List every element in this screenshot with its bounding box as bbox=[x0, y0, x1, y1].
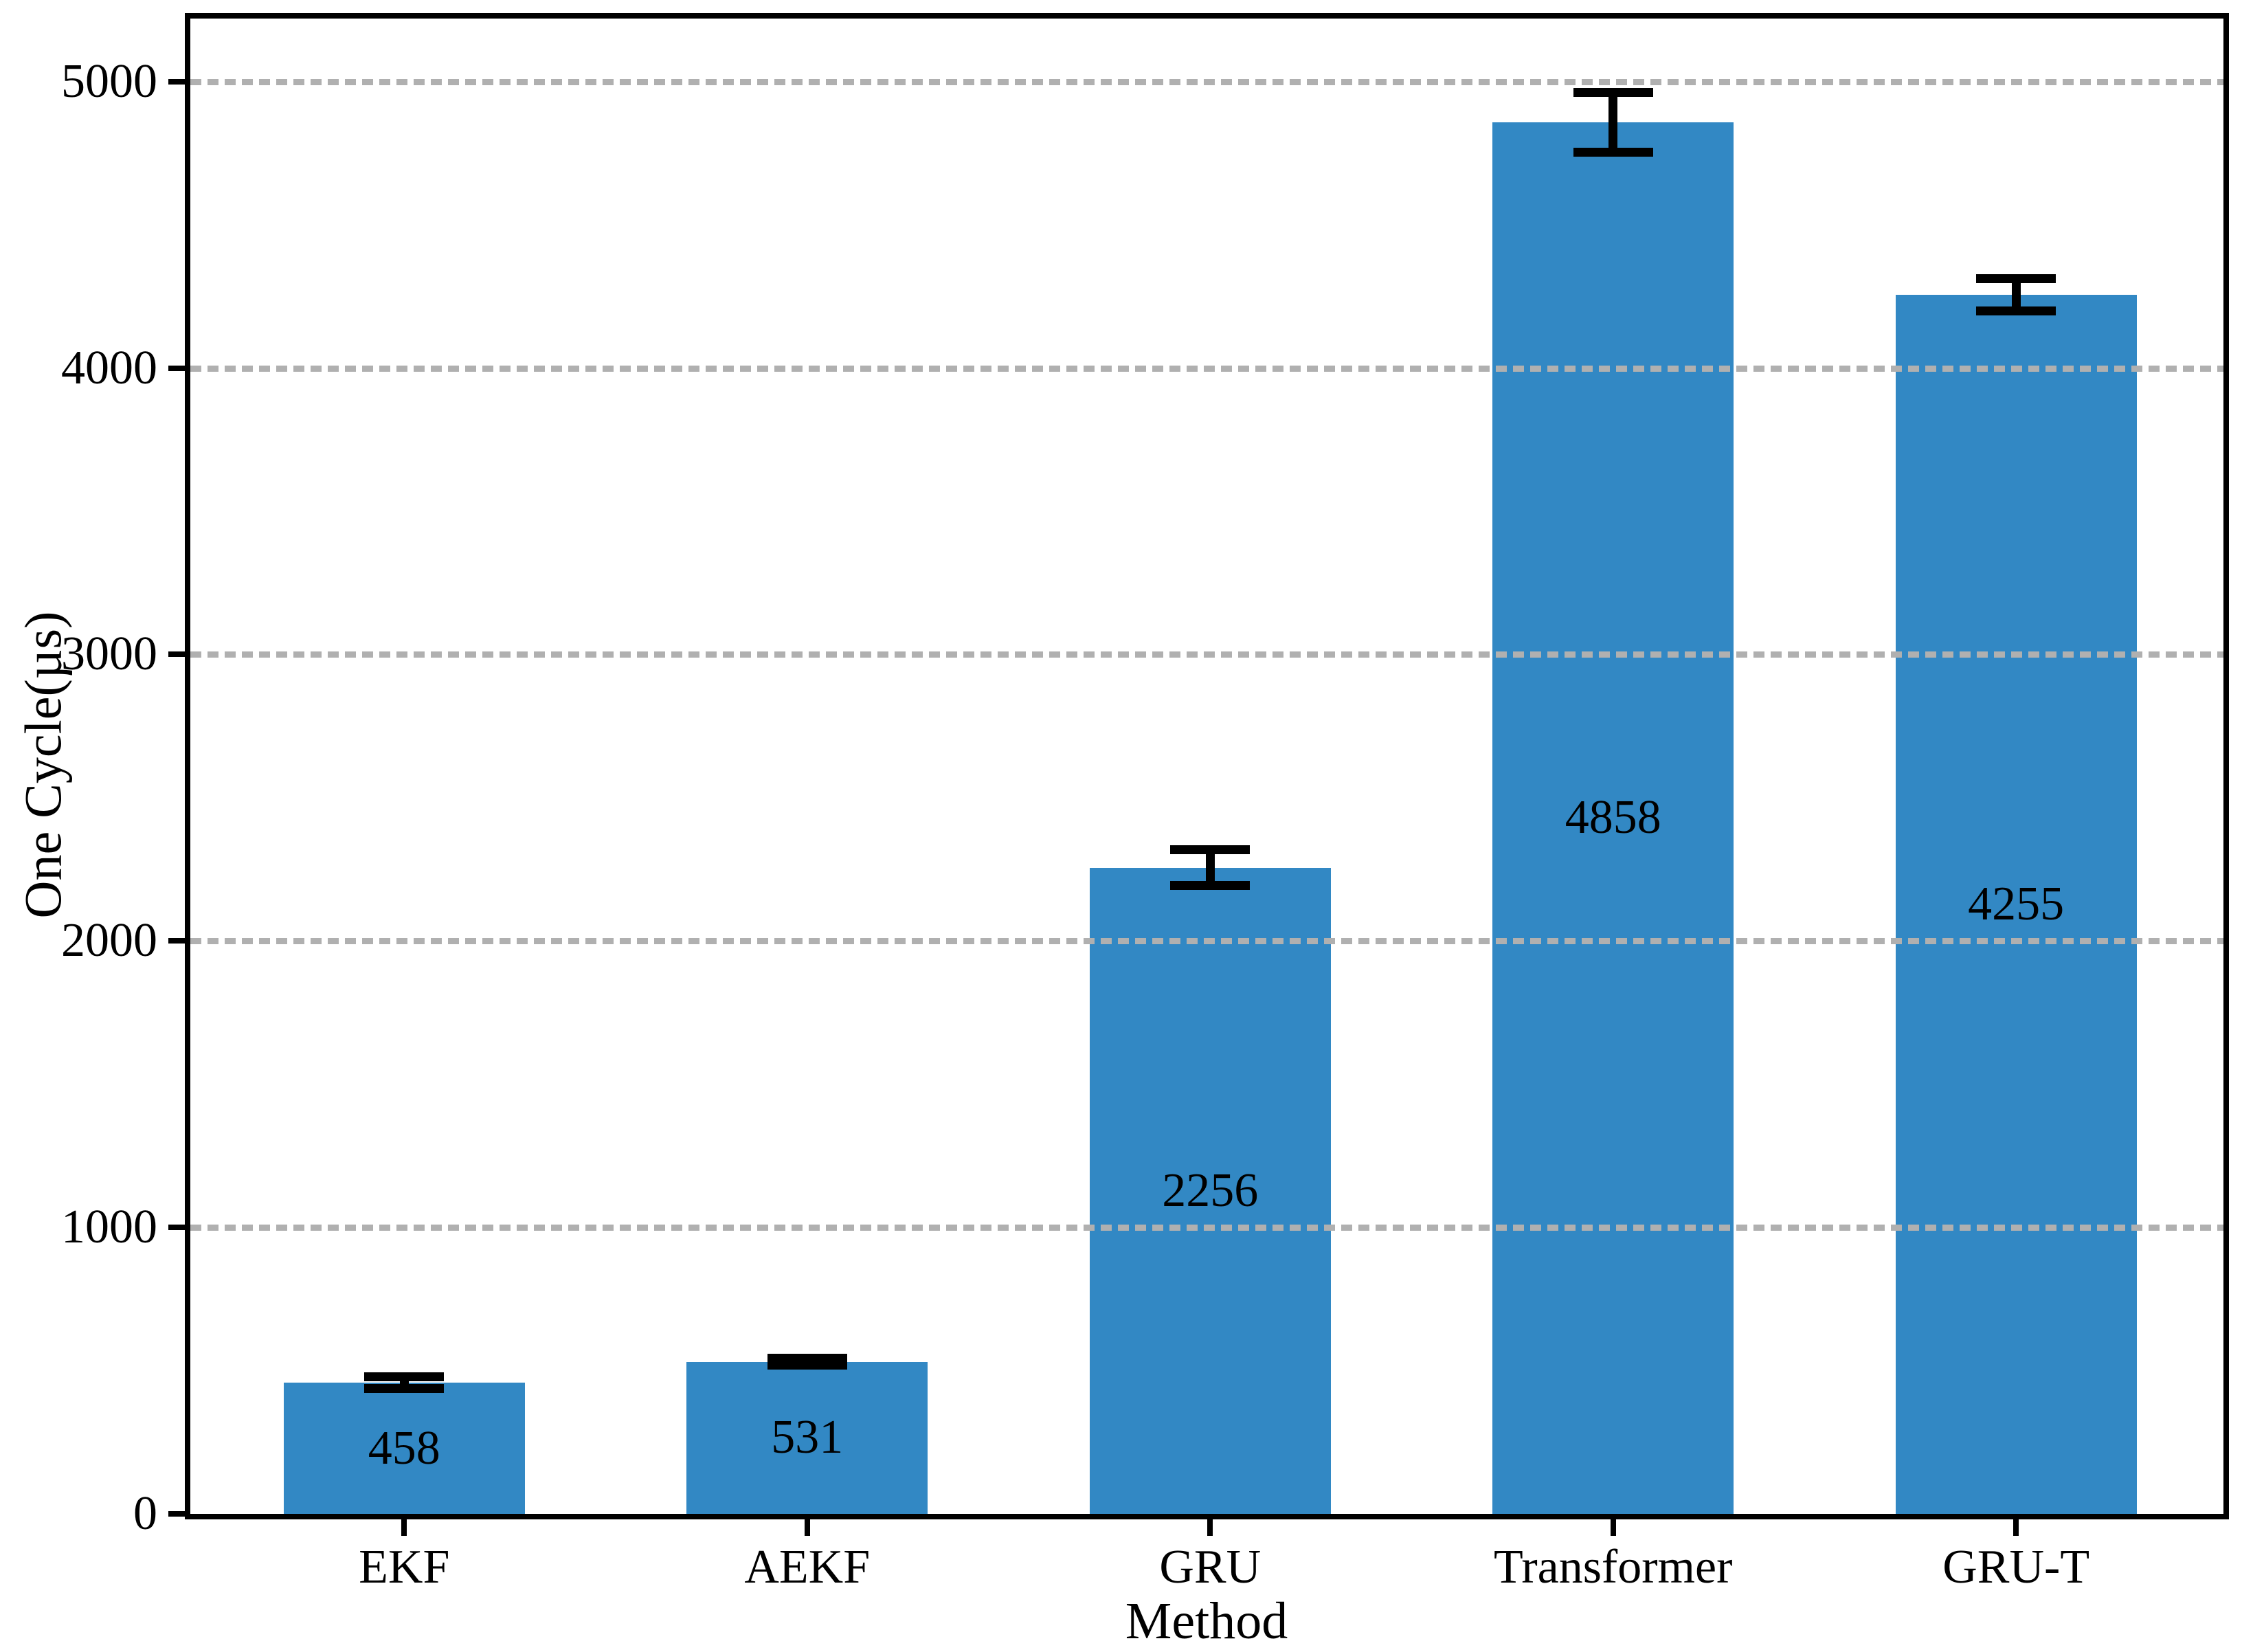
error-bar-cap bbox=[1170, 880, 1251, 890]
gridline-5000 bbox=[190, 78, 2223, 85]
error-bar-cap bbox=[1573, 87, 1653, 97]
x-tick-label-transformer: Transformer bbox=[1494, 1541, 1733, 1594]
bar-transformer bbox=[1492, 122, 1734, 1514]
x-axis-label: Method bbox=[1125, 1592, 1288, 1650]
bar-value-label: 4858 bbox=[1565, 791, 1661, 845]
bar-gru bbox=[1089, 867, 1331, 1514]
x-tick-label-aekf: AEKF bbox=[744, 1541, 871, 1594]
bar-value-label: 2256 bbox=[1162, 1163, 1259, 1217]
y-tick-label: 4000 bbox=[61, 341, 157, 394]
x-tick-label-gru: GRU bbox=[1159, 1541, 1262, 1594]
y-tick-mark bbox=[168, 365, 185, 371]
error-bar-cap bbox=[767, 1361, 847, 1370]
x-tick-label-ekf: EKF bbox=[359, 1541, 450, 1594]
error-bar-line bbox=[1608, 92, 1618, 153]
error-bar-cap bbox=[364, 1372, 445, 1382]
error-bar-cap bbox=[1976, 274, 2056, 284]
y-tick-label: 0 bbox=[133, 1487, 157, 1540]
gridline-3000 bbox=[190, 651, 2223, 658]
error-bar-cap bbox=[1976, 306, 2056, 316]
x-tick-mark bbox=[804, 1519, 810, 1536]
y-tick-mark bbox=[168, 938, 185, 944]
x-tick-mark bbox=[1207, 1519, 1213, 1536]
y-tick-label: 2000 bbox=[61, 914, 157, 968]
gridline-2000 bbox=[190, 938, 2223, 945]
gridline-4000 bbox=[190, 365, 2223, 372]
error-bar-cap bbox=[767, 1354, 847, 1363]
y-tick-mark bbox=[168, 651, 185, 658]
y-tick-label: 5000 bbox=[61, 54, 157, 108]
x-tick-label-gru-t: GRU-T bbox=[1942, 1541, 2090, 1594]
bar-value-label: 4255 bbox=[1968, 878, 2065, 931]
x-tick-mark bbox=[401, 1519, 407, 1536]
bar-aekf bbox=[686, 1361, 928, 1514]
x-tick-mark bbox=[2013, 1519, 2019, 1536]
bar-value-label: 531 bbox=[771, 1411, 844, 1464]
y-tick-label: 3000 bbox=[61, 627, 157, 681]
y-tick-label: 1000 bbox=[61, 1201, 157, 1254]
error-bar-cap bbox=[1573, 148, 1653, 157]
bar-ekf bbox=[283, 1383, 525, 1514]
y-tick-mark bbox=[168, 1225, 185, 1231]
bar-gru-t bbox=[1895, 295, 2137, 1514]
error-bar-cap bbox=[364, 1383, 445, 1393]
gridline-1000 bbox=[190, 1225, 2223, 1231]
error-bar-line bbox=[2011, 278, 2021, 311]
error-bar-line bbox=[1205, 849, 1215, 886]
bar-value-label: 458 bbox=[368, 1421, 440, 1475]
error-bar-cap bbox=[1170, 845, 1251, 855]
x-tick-mark bbox=[1610, 1519, 1616, 1536]
y-tick-mark bbox=[168, 78, 185, 85]
y-tick-mark bbox=[168, 1511, 185, 1517]
